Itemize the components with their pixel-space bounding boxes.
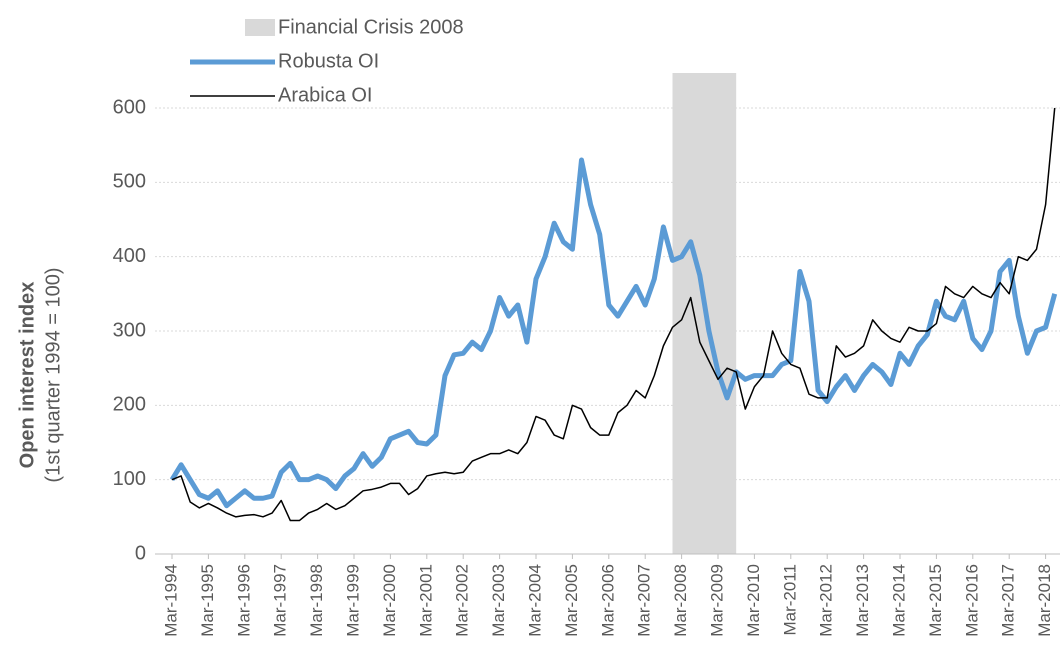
y-tick-label: 400 (113, 245, 146, 267)
x-tick-label: Mar-2004 (525, 564, 544, 637)
x-tick-label: Mar-1995 (198, 564, 217, 637)
legend-label: Arabica OI (278, 84, 372, 106)
series-line (169, 157, 1058, 509)
y-tick-label: 200 (113, 394, 146, 416)
legend-swatch (245, 19, 275, 36)
x-tick-label: Mar-2009 (707, 564, 726, 637)
x-tick-label: Mar-2002 (453, 564, 472, 637)
x-tick-label: Mar-2003 (489, 564, 508, 637)
y-tick-label: 100 (113, 468, 146, 490)
legend-label: Financial Crisis 2008 (278, 16, 464, 38)
x-tick-label: Mar-2015 (926, 564, 945, 637)
x-tick-label: Mar-1998 (307, 564, 326, 637)
x-tick-label: Mar-2013 (853, 564, 872, 637)
x-tick-label: Mar-2018 (1035, 564, 1054, 637)
x-tick-label: Mar-2006 (598, 564, 617, 637)
x-tick-label: Mar-2008 (671, 564, 690, 637)
y-axis-title: Open interest index (16, 282, 38, 469)
x-tick-label: Mar-2011 (780, 564, 799, 636)
x-tick-label: Mar-2000 (380, 564, 399, 637)
x-tick-label: Mar-2005 (562, 564, 581, 637)
y-tick-label: 0 (135, 542, 146, 564)
x-tick-label: Mar-2014 (889, 564, 908, 637)
x-tick-label: Mar-1996 (234, 564, 253, 637)
y-tick-label: 500 (113, 171, 146, 193)
x-tick-label: Mar-2001 (416, 564, 435, 637)
x-tick-label: Mar-2016 (962, 564, 981, 637)
x-tick-label: Mar-2017 (999, 564, 1018, 637)
y-axis-subtitle: (1st quarter 1994 = 100) (42, 267, 64, 482)
x-tick-label: Mar-1994 (161, 564, 180, 637)
y-tick-label: 300 (113, 319, 146, 341)
x-tick-label: Mar-2007 (635, 564, 654, 637)
legend-label: Robusta OI (278, 50, 379, 72)
series-line (171, 107, 1056, 522)
x-tick-label: Mar-1997 (271, 564, 290, 637)
x-tick-label: Mar-2010 (744, 564, 763, 637)
x-tick-label: Mar-2012 (817, 564, 836, 637)
x-tick-label: Mar-1999 (343, 564, 362, 637)
y-tick-label: 600 (113, 96, 146, 118)
